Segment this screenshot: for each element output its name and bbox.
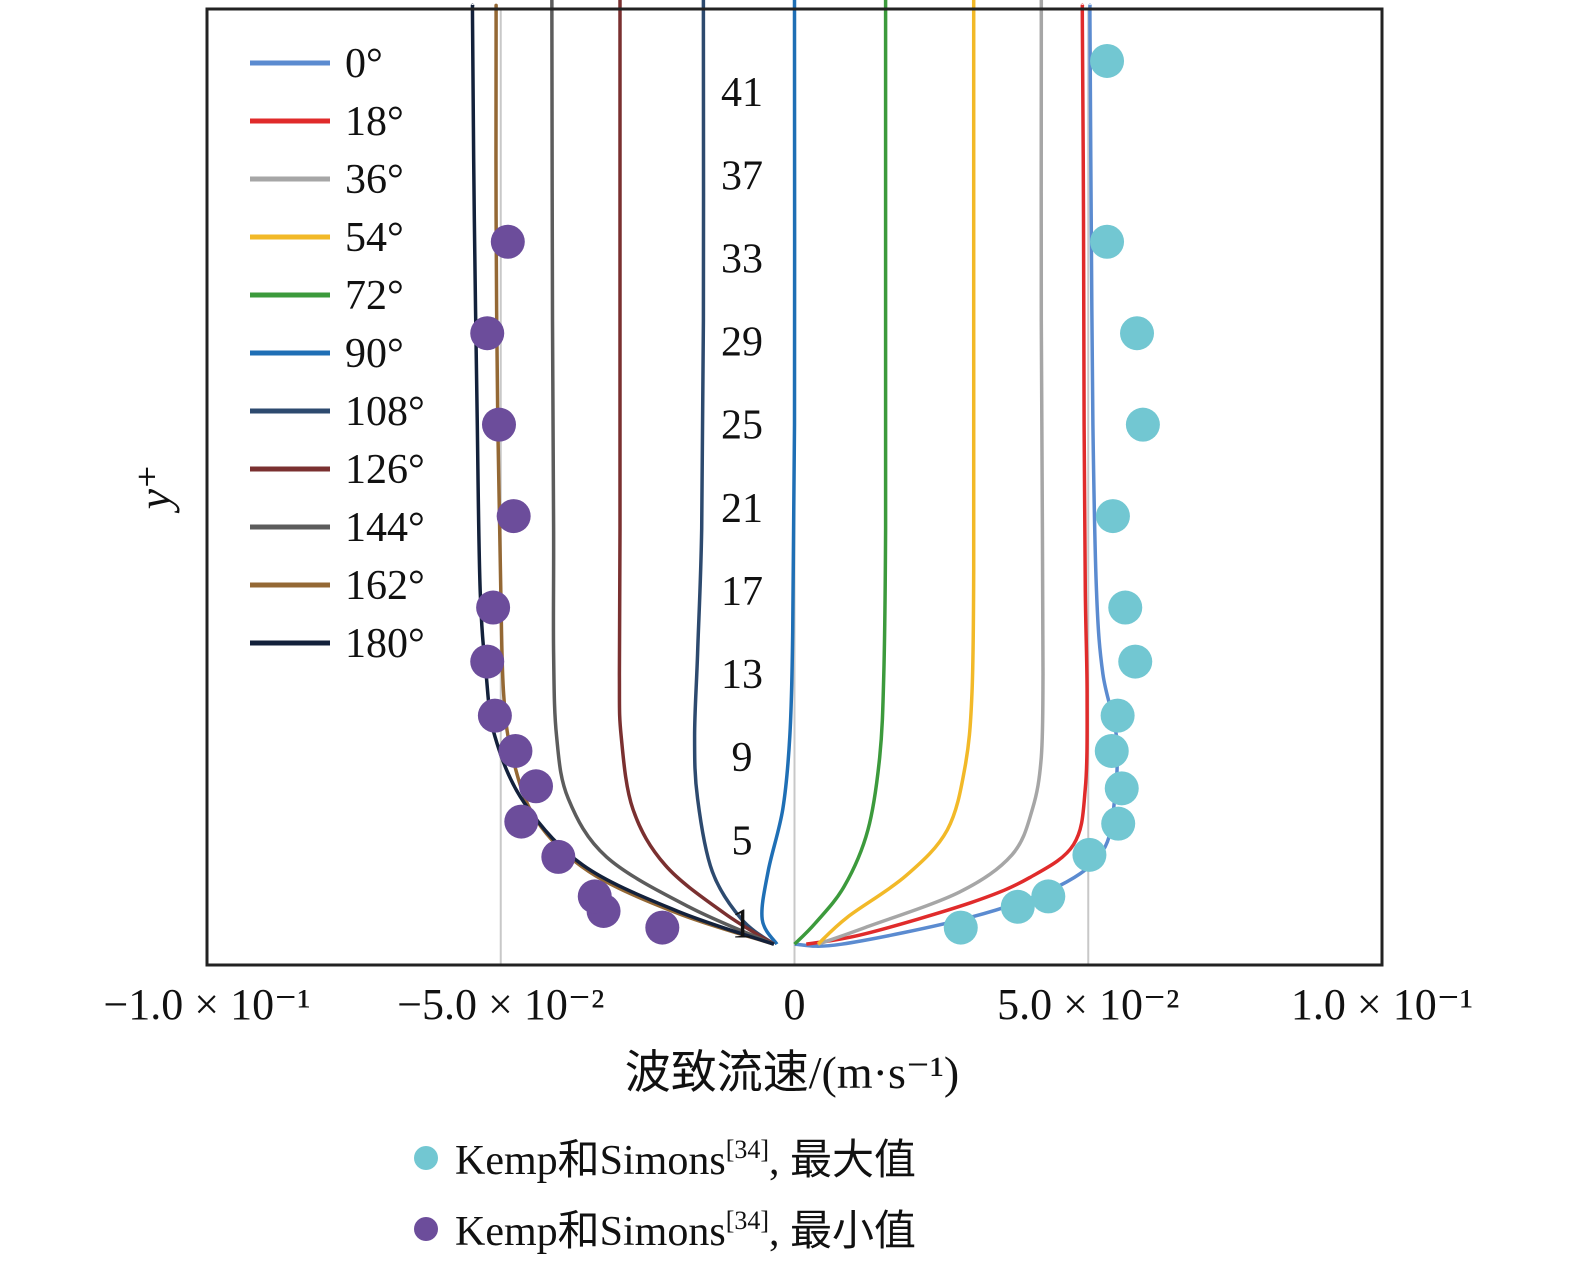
legend-label: 36° xyxy=(345,157,404,203)
scatter-points xyxy=(470,43,1160,945)
legend-entry-suffix: , 最大值 xyxy=(769,1138,916,1184)
scatter-point xyxy=(1104,771,1139,806)
legend-label: 90° xyxy=(345,331,404,377)
series-line xyxy=(793,0,888,946)
series-lines xyxy=(470,0,1120,948)
x-tick-label: −5.0 × 10⁻² xyxy=(397,980,604,1029)
y-tick-labels: 1 5 9 13 17 21 25 29 33 37 41 xyxy=(721,70,763,947)
y-tick-label: 41 xyxy=(721,70,763,116)
scatter-point xyxy=(1095,499,1130,534)
legend-label: 126° xyxy=(345,447,425,493)
legend-label: 162° xyxy=(345,563,425,609)
y-tick-label: 25 xyxy=(721,403,763,449)
scatter-point xyxy=(1090,43,1125,78)
scatter-point xyxy=(1000,889,1035,924)
legend: 0° 18° 36° 54° 72° 90° 108° 126° 144° 162° 180° xyxy=(250,41,425,667)
y-tick-label: 17 xyxy=(721,569,763,615)
series-line xyxy=(817,0,1045,946)
scatter-point xyxy=(476,590,511,625)
legend-label: 54° xyxy=(345,215,404,261)
legend-marker xyxy=(414,1217,438,1241)
scatter-point xyxy=(1108,590,1143,625)
y-axis-title: y⁺ xyxy=(129,465,180,514)
legend-entry: Kemp和Simons[34], 最大值 xyxy=(455,1135,916,1184)
scatter-point xyxy=(1120,316,1155,351)
scatter-point xyxy=(490,224,525,259)
legend-label: 72° xyxy=(345,273,404,319)
scatter-point xyxy=(541,839,576,874)
legend-label: 180° xyxy=(345,621,425,667)
scatter-point xyxy=(1094,733,1129,768)
x-tick-labels: −1.0 × 10⁻¹ −5.0 × 10⁻² 0 5.0 × 10⁻² 1.0 × 1… xyxy=(103,980,1473,1029)
scatter-point xyxy=(477,698,512,733)
legend-label: 18° xyxy=(345,99,404,145)
y-tick-label: 1 xyxy=(732,901,753,947)
legend-label: 108° xyxy=(345,389,425,435)
scatter-point xyxy=(1101,806,1136,841)
y-tick-label: 21 xyxy=(721,486,763,532)
series-line xyxy=(805,3,1089,946)
legend-entry-ref: [34] xyxy=(726,1206,769,1235)
legend-entry: Kemp和Simons[34], 最小值 xyxy=(455,1206,916,1255)
legend-entry-name: Kemp和Simons xyxy=(455,1209,726,1255)
series-line xyxy=(550,0,775,946)
scatter-point xyxy=(498,733,533,768)
scatter-point xyxy=(470,316,505,351)
scatter-point xyxy=(496,499,531,534)
legend-entry-ref: [34] xyxy=(726,1135,769,1164)
scatter-point xyxy=(1125,407,1160,442)
y-tick-label: 37 xyxy=(721,153,763,199)
scatter-point xyxy=(519,769,553,804)
scatter-point xyxy=(577,879,612,914)
y-tick-label: 13 xyxy=(721,652,763,698)
legend-label: 144° xyxy=(345,505,425,551)
y-tick-label: 5 xyxy=(732,818,753,864)
scatter-point xyxy=(1118,644,1153,679)
y-tick-label: 33 xyxy=(721,236,763,282)
x-tick-label: 0 xyxy=(784,980,806,1029)
x-axis-title: 波致流速/(m·s⁻¹) xyxy=(625,1047,960,1098)
x-tick-label: 1.0 × 10⁻¹ xyxy=(1291,980,1473,1029)
y-tick-label: 29 xyxy=(721,320,763,366)
series-line xyxy=(760,0,797,946)
scatter-point xyxy=(1072,837,1107,872)
x-tick-label: −1.0 × 10⁻¹ xyxy=(103,980,310,1029)
series-line xyxy=(470,3,775,946)
legend-entry-suffix: , 最小值 xyxy=(769,1209,916,1255)
scatter-point xyxy=(1031,879,1066,914)
series-line xyxy=(617,0,775,946)
series-line xyxy=(816,0,976,946)
scatter-point xyxy=(481,407,516,442)
x-tick-label: 5.0 × 10⁻² xyxy=(997,980,1179,1029)
scatter-point xyxy=(943,910,978,945)
legend-marker xyxy=(414,1146,438,1170)
series-line xyxy=(494,3,775,946)
scatter-point xyxy=(1100,698,1135,733)
legend-entry-name: Kemp和Simons xyxy=(455,1138,726,1184)
scatter-point xyxy=(1090,224,1125,259)
plot-frame xyxy=(205,7,1384,967)
y-tick-label: 9 xyxy=(732,735,753,781)
scatter-point xyxy=(645,910,680,945)
series-line xyxy=(692,0,775,946)
scatter-point xyxy=(470,644,505,679)
legend-label: 0° xyxy=(345,41,383,87)
scatter-point xyxy=(504,804,539,839)
